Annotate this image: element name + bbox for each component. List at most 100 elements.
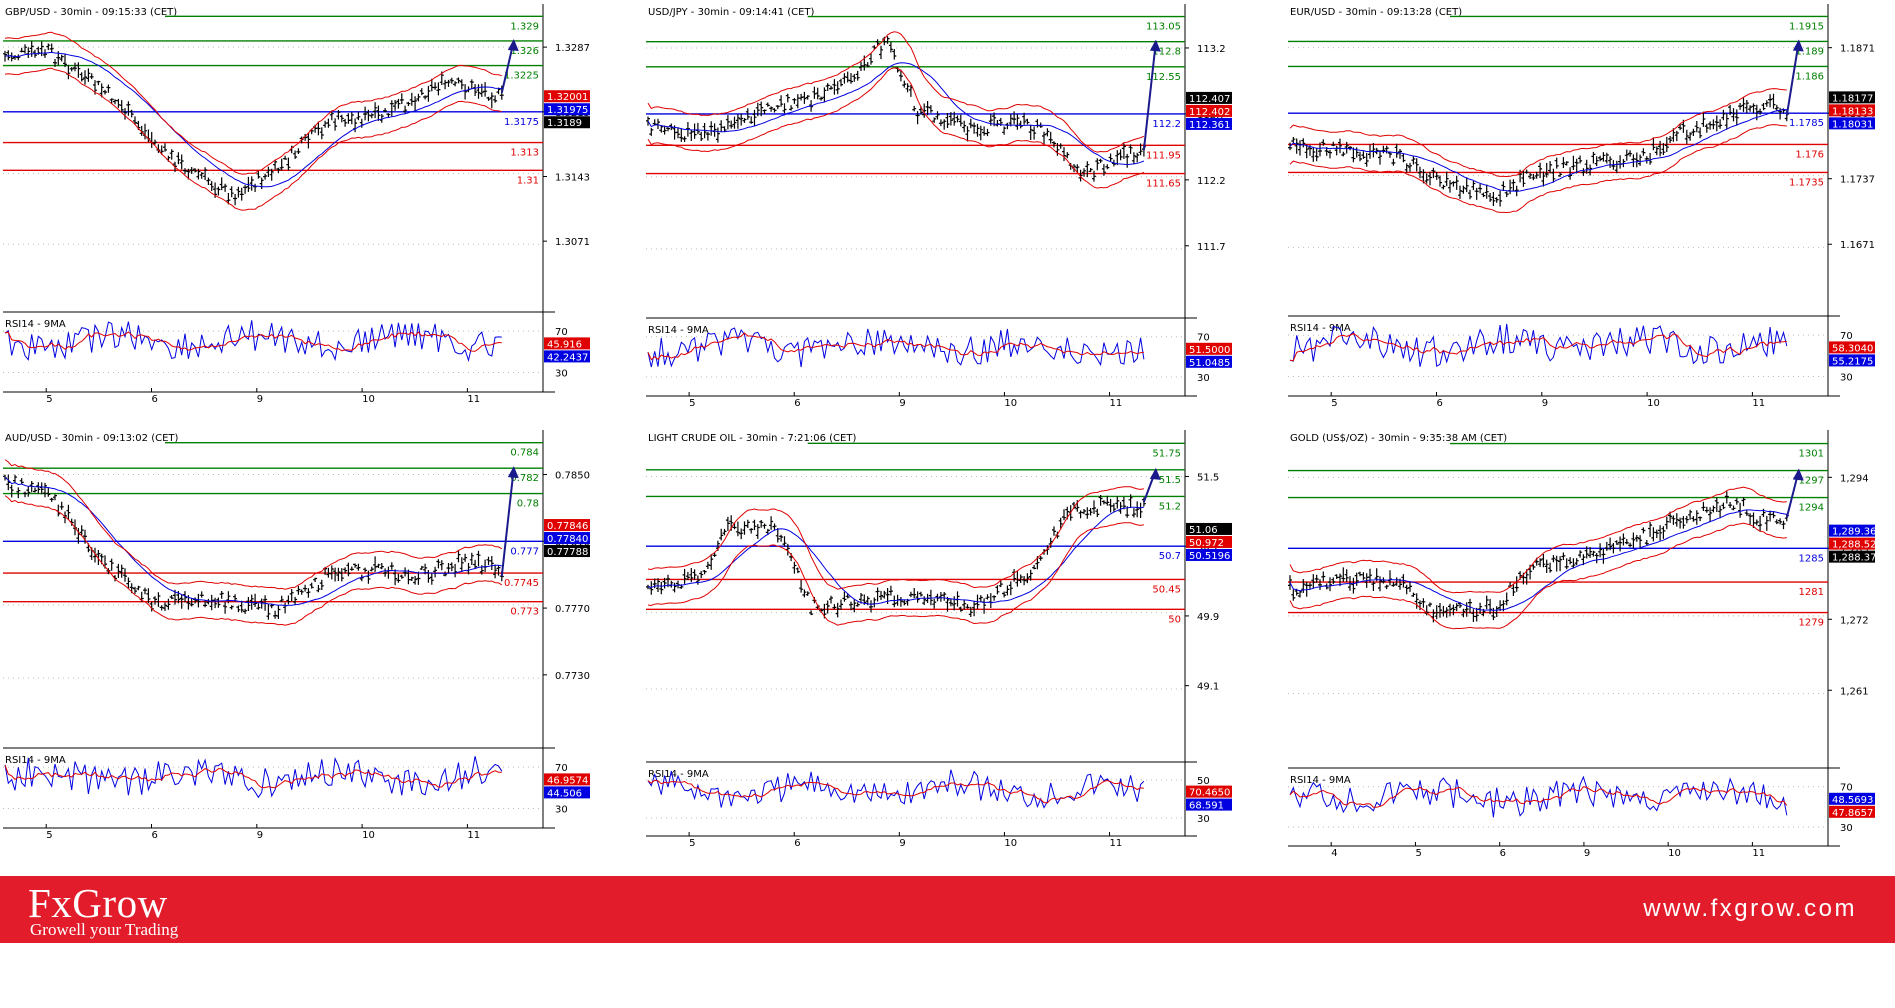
- rsi-tag-blue: [1186, 798, 1232, 811]
- price-tag-black: [1829, 550, 1875, 563]
- time-label: 6: [1500, 848, 1506, 859]
- rsi-tag-label-blue: 68.591: [1189, 801, 1224, 812]
- rsi-tick-label: 70: [555, 327, 568, 338]
- time-label: 5: [1415, 848, 1421, 859]
- time-label: 11: [467, 830, 480, 841]
- rsi-title: RSI14 - 9MA: [5, 319, 66, 330]
- price-tick-label: 1.3071: [555, 237, 590, 248]
- price-tag-black: [544, 545, 590, 558]
- price-tag-label-black: 1,288.37: [1832, 553, 1877, 564]
- price-tick-label: 0.7730: [555, 671, 590, 682]
- price-tag-blue: [544, 532, 590, 545]
- chart-panel-1: GBP/USD - 30min - 09:15:33 (CET) 1.3287 1.…: [3, 4, 590, 405]
- rsi-tag-label-red: 47.8657: [1832, 808, 1873, 819]
- price-tick-label: 51.5: [1197, 472, 1219, 483]
- rsi-tag-label-red: 46.9574: [547, 775, 588, 786]
- rsi-ma-line: [1289, 332, 1787, 362]
- resistance-label: 1.186: [1795, 71, 1824, 82]
- rsi-tick-label: 70: [555, 763, 568, 774]
- support-label: 1279: [1799, 618, 1824, 629]
- lower-band: [1289, 124, 1787, 214]
- chart-title: GOLD (US$/OZ) - 30min - 9:35:38 AM (CET): [1290, 433, 1507, 444]
- price-tag-blue: [1829, 117, 1875, 130]
- time-label: 10: [1647, 398, 1660, 409]
- pivot-label: 1285: [1799, 553, 1824, 564]
- chart-panel-2: USD/JPY - 30min - 09:14:41 (CET) 113.2 112…: [646, 4, 1232, 409]
- price-tick-label: 49.9: [1197, 612, 1219, 623]
- chart-title: AUD/USD - 30min - 09:13:02 (CET): [5, 433, 179, 444]
- lower-band: [647, 67, 1145, 189]
- price-tick-label: 0.7850: [555, 471, 590, 482]
- price-tag-red: [544, 519, 590, 532]
- price-tick-label: 1,261: [1840, 686, 1869, 697]
- price-tick-label: 1.1871: [1840, 44, 1875, 55]
- price-tag-red: [1186, 535, 1232, 548]
- rsi-tick-label: 70: [1840, 783, 1853, 794]
- time-label: 6: [794, 838, 800, 849]
- price-tag-label-blue: 50.5196: [1189, 551, 1230, 562]
- resistance-label: 1.326: [510, 46, 539, 57]
- forecast-arrowhead: [1149, 467, 1161, 480]
- time-label: 9: [1542, 398, 1548, 409]
- price-tick-label: 113.2: [1197, 44, 1226, 55]
- rsi-tag-label-red: 51.5000: [1189, 345, 1230, 356]
- website-url[interactable]: www.fxgrow.com: [1643, 895, 1857, 922]
- time-label: 10: [362, 394, 375, 405]
- rsi-ma-line: [647, 779, 1144, 804]
- moving-average: [647, 62, 1145, 166]
- support-label: 50: [1168, 614, 1181, 625]
- time-label: 5: [689, 398, 695, 409]
- time-label: 11: [1752, 398, 1765, 409]
- lower-band: [4, 495, 503, 626]
- time-label: 6: [152, 830, 158, 841]
- price-tag-label-red: 1.18133: [1832, 106, 1873, 117]
- resistance-label: 1.1915: [1789, 21, 1824, 32]
- pivot-label: 0.777: [510, 546, 539, 557]
- moving-average: [4, 51, 502, 188]
- resistance-label: 1.329: [510, 21, 539, 32]
- rsi-tick-label: 50: [1197, 776, 1210, 787]
- price-tag-black: [544, 116, 590, 129]
- rsi-title: RSI14 - 9MA: [648, 325, 709, 336]
- brand-tagline: Growell your Trading: [30, 920, 179, 939]
- resistance-label: 1.3225: [504, 71, 539, 82]
- chart-panel-5: LIGHT CRUDE OIL - 30min - 7:21:06 (CET) 5…: [646, 430, 1232, 849]
- price-bars: [3, 474, 504, 620]
- chart-panel-6: GOLD (US$/OZ) - 30min - 9:35:38 AM (CET)…: [1288, 430, 1877, 859]
- upper-band: [4, 459, 503, 590]
- price-tag-label-black: 1.3189: [547, 118, 582, 129]
- price-tick-label: 1.3287: [555, 43, 590, 54]
- time-label: 6: [794, 398, 800, 409]
- rsi-line: [647, 327, 1145, 368]
- resistance-label: 113.05: [1146, 22, 1181, 33]
- pivot-label: 1.3175: [504, 117, 539, 128]
- price-tag-label-blue: 1.31975: [547, 105, 588, 116]
- rsi-tag-label-red: 58.3040: [1832, 343, 1873, 354]
- price-tick-label: 1.1737: [1840, 175, 1875, 186]
- rsi-line: [1289, 775, 1788, 818]
- support-label: 50.45: [1152, 584, 1181, 595]
- forecast-arrowhead: [1149, 39, 1161, 52]
- rsi-line: [647, 769, 1145, 809]
- time-label: 10: [362, 830, 375, 841]
- price-tag-black: [1829, 91, 1875, 104]
- support-label: 1.1735: [1789, 177, 1824, 188]
- time-label: 11: [1752, 848, 1765, 859]
- moving-average: [1289, 509, 1787, 611]
- time-label: 9: [899, 838, 905, 849]
- support-label: 0.7745: [504, 578, 539, 589]
- resistance-label: 112.55: [1146, 72, 1181, 83]
- rsi-tag-blue: [1829, 354, 1875, 367]
- moving-average: [4, 477, 502, 607]
- time-label: 5: [689, 838, 695, 849]
- price-tick-label: 111.7: [1197, 242, 1226, 253]
- price-tag-label-black: 1.18177: [1832, 93, 1873, 104]
- rsi-tag-blue: [1186, 355, 1232, 368]
- fxgrow-logo[interactable]: FxGrow: [28, 880, 168, 926]
- rsi-ma-line: [1289, 786, 1788, 808]
- resistance-label: 0.782: [510, 473, 539, 484]
- price-tag-label-blue: 112.361: [1189, 120, 1230, 131]
- forecast-arrowhead: [507, 38, 519, 51]
- rsi-line: [4, 320, 502, 363]
